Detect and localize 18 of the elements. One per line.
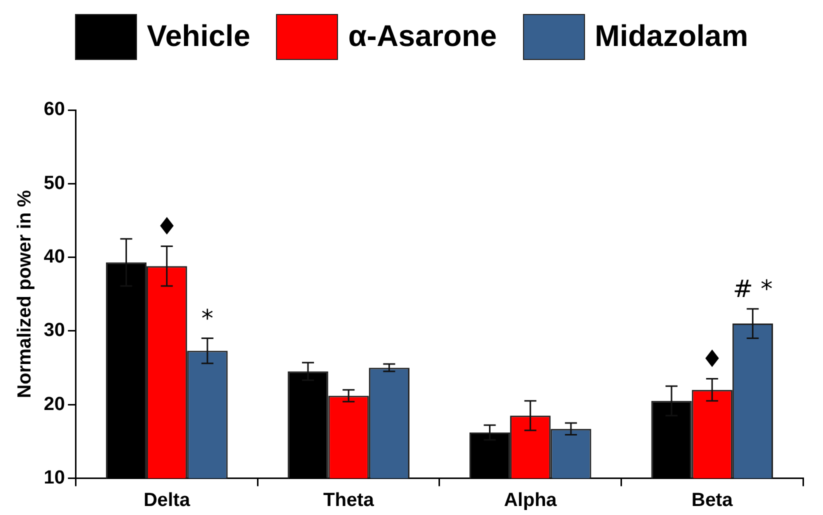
x-tick-label: Delta (144, 490, 190, 511)
legend-label: α-Asarone (348, 20, 497, 54)
data-label: * (201, 304, 214, 333)
legend-label: Midazolam (594, 20, 748, 54)
y-tick-label: 20 (44, 394, 65, 415)
x-tick-label: Theta (323, 490, 374, 511)
data-label: ♦ (156, 212, 178, 240)
x-tick-label: Beta (692, 490, 734, 511)
y-tick-label: 50 (44, 172, 65, 194)
data-label: # * (732, 275, 773, 304)
y-tick-label: 10 (44, 467, 65, 488)
data-label: ♦ (701, 345, 723, 374)
y-tick-label: 60 (44, 99, 65, 120)
y-tick-label: 40 (44, 246, 65, 268)
legend-label: Vehicle (146, 20, 250, 54)
y-axis-title: Normalized power in % (14, 190, 36, 398)
y-tick-label: 30 (44, 320, 65, 342)
x-tick-label: Alpha (504, 490, 558, 511)
